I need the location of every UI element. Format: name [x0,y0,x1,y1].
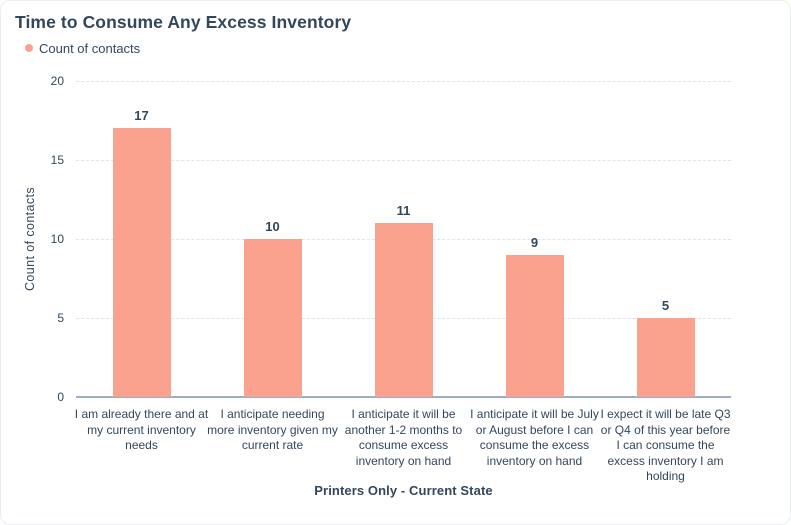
bar-1[interactable] [112,128,171,397]
y-tick-label-0: 0 [57,390,64,404]
legend-item-count-of-contacts[interactable]: Count of contacts [25,41,140,56]
bar-3[interactable] [374,223,433,397]
bar-value-label-5: 5 [661,298,670,313]
x-category-label-3: I anticipate it will be another 1-2 mont… [344,407,463,468]
gridline-y-15 [76,160,731,161]
legend-label: Count of contacts [39,40,141,56]
bar-2[interactable] [243,239,302,397]
x-category-label-5: I expect it will be late Q3 or Q4 of thi… [600,407,731,483]
y-tick-label-5: 5 [57,311,64,325]
plot-area: 0 5 10 15 20 17 I am already there and at my c… [51,74,731,483]
x-category-label-4: I anticipate it will be July or August b… [470,407,599,468]
legend-dot-icon [25,44,33,52]
x-category-label-1: I am already there and at my current inv… [74,407,209,452]
bar-value-label-4: 9 [530,234,539,250]
bar-value-label-1: 17 [134,108,149,124]
y-tick-label-20: 20 [50,74,64,88]
bar-value-label-2: 10 [265,219,280,234]
bar-5[interactable] [636,318,695,397]
x-category-label-2: I anticipate needing more inventory give… [207,407,338,452]
legend: Count of contacts [25,39,140,57]
y-tick-label-10: 10 [50,232,64,246]
x-axis-title: Printers Only - Current State [314,483,493,498]
chart-title: Time to Consume Any Excess Inventory [15,12,352,32]
bar-value-label-3: 11 [396,203,411,219]
y-tick-label-15: 15 [50,153,64,167]
bar-4[interactable] [505,254,564,397]
gridline-y-20 [76,81,731,82]
x-axis-line [76,396,731,398]
